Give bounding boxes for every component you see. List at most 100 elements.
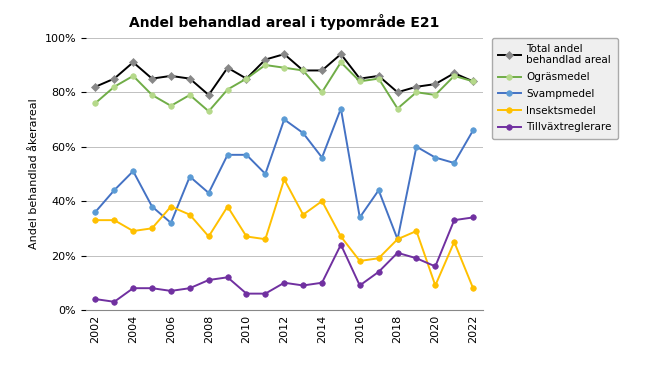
Tillväxtreglerare — [205, 278, 213, 282]
Insektsmedel — [280, 177, 288, 181]
Insektsmedel — [186, 212, 194, 217]
Ogräsmedel — [243, 76, 251, 81]
Tillväxtreglerare — [280, 280, 288, 285]
Total andel
behandlad areal — [318, 68, 326, 73]
Svampmedel — [205, 191, 213, 195]
Ogräsmedel — [280, 65, 288, 70]
Svampmedel — [393, 237, 401, 242]
Y-axis label: Andel behandlad åkerareal: Andel behandlad åkerareal — [29, 99, 39, 249]
Svampmedel — [432, 155, 440, 160]
Ogräsmedel — [356, 79, 364, 84]
Total andel
behandlad areal — [223, 65, 231, 70]
Ogräsmedel — [91, 101, 99, 105]
Insektsmedel — [375, 256, 383, 260]
Total andel
behandlad areal — [261, 57, 269, 62]
Svampmedel — [167, 221, 175, 225]
Ogräsmedel — [167, 104, 175, 108]
Tillväxtreglerare — [299, 283, 307, 288]
Svampmedel — [318, 155, 326, 160]
Total andel
behandlad areal — [450, 71, 458, 76]
Ogräsmedel — [186, 93, 194, 97]
Svampmedel — [356, 215, 364, 220]
Total andel
behandlad areal — [356, 76, 364, 81]
Total andel
behandlad areal — [148, 76, 156, 81]
Ogräsmedel — [318, 90, 326, 94]
Insektsmedel — [205, 234, 213, 239]
Tillväxtreglerare — [432, 264, 440, 269]
Tillväxtreglerare — [356, 283, 364, 288]
Total andel
behandlad areal — [469, 79, 477, 84]
Title: Andel behandlad areal i typområde E21: Andel behandlad areal i typområde E21 — [129, 14, 440, 30]
Insektsmedel — [393, 237, 401, 242]
Svampmedel — [91, 210, 99, 214]
Total andel
behandlad areal — [375, 74, 383, 78]
Tillväxtreglerare — [129, 286, 137, 290]
Total andel
behandlad areal — [280, 52, 288, 56]
Insektsmedel — [223, 204, 231, 209]
Svampmedel — [186, 174, 194, 179]
Insektsmedel — [337, 234, 345, 239]
Ogräsmedel — [129, 74, 137, 78]
Insektsmedel — [91, 218, 99, 222]
Svampmedel — [261, 172, 269, 176]
Ogräsmedel — [469, 79, 477, 84]
Ogräsmedel — [110, 85, 118, 89]
Insektsmedel — [299, 212, 307, 217]
Insektsmedel — [469, 286, 477, 290]
Svampmedel — [299, 131, 307, 135]
Tillväxtreglerare — [469, 215, 477, 220]
Svampmedel — [148, 204, 156, 209]
Total andel
behandlad areal — [337, 52, 345, 56]
Svampmedel — [337, 106, 345, 111]
Svampmedel — [469, 128, 477, 133]
Ogräsmedel — [412, 90, 420, 94]
Svampmedel — [280, 117, 288, 122]
Total andel
behandlad areal — [205, 93, 213, 97]
Tillväxtreglerare — [337, 242, 345, 247]
Svampmedel — [110, 188, 118, 192]
Tillväxtreglerare — [393, 251, 401, 255]
Insektsmedel — [167, 204, 175, 209]
Tillväxtreglerare — [223, 275, 231, 280]
Ogräsmedel — [299, 68, 307, 73]
Tillväxtreglerare — [261, 291, 269, 296]
Tillväxtreglerare — [167, 289, 175, 293]
Total andel
behandlad areal — [299, 68, 307, 73]
Insektsmedel — [110, 218, 118, 222]
Ogräsmedel — [261, 63, 269, 67]
Legend: Total andel
behandlad areal, Ogräsmedel, Svampmedel, Insektsmedel, Tillväxtregle: Total andel behandlad areal, Ogräsmedel,… — [492, 37, 617, 139]
Insektsmedel — [412, 229, 420, 233]
Total andel
behandlad areal — [393, 90, 401, 94]
Tillväxtreglerare — [148, 286, 156, 290]
Ogräsmedel — [337, 60, 345, 65]
Tillväxtreglerare — [318, 280, 326, 285]
Insektsmedel — [261, 237, 269, 242]
Line: Total andel
behandlad areal: Total andel behandlad areal — [93, 51, 476, 98]
Total andel
behandlad areal — [167, 74, 175, 78]
Total andel
behandlad areal — [432, 82, 440, 86]
Tillväxtreglerare — [91, 297, 99, 301]
Insektsmedel — [129, 229, 137, 233]
Svampmedel — [243, 153, 251, 157]
Tillväxtreglerare — [375, 270, 383, 274]
Total andel
behandlad areal — [243, 76, 251, 81]
Svampmedel — [450, 161, 458, 165]
Ogräsmedel — [148, 93, 156, 97]
Tillväxtreglerare — [110, 299, 118, 304]
Ogräsmedel — [375, 76, 383, 81]
Insektsmedel — [243, 234, 251, 239]
Insektsmedel — [432, 283, 440, 288]
Ogräsmedel — [450, 74, 458, 78]
Insektsmedel — [450, 240, 458, 244]
Svampmedel — [375, 188, 383, 192]
Total andel
behandlad areal — [129, 60, 137, 65]
Total andel
behandlad areal — [186, 76, 194, 81]
Tillväxtreglerare — [186, 286, 194, 290]
Tillväxtreglerare — [412, 256, 420, 260]
Svampmedel — [412, 144, 420, 149]
Total andel
behandlad areal — [110, 76, 118, 81]
Svampmedel — [223, 153, 231, 157]
Insektsmedel — [148, 226, 156, 231]
Total andel
behandlad areal — [412, 85, 420, 89]
Svampmedel — [129, 169, 137, 174]
